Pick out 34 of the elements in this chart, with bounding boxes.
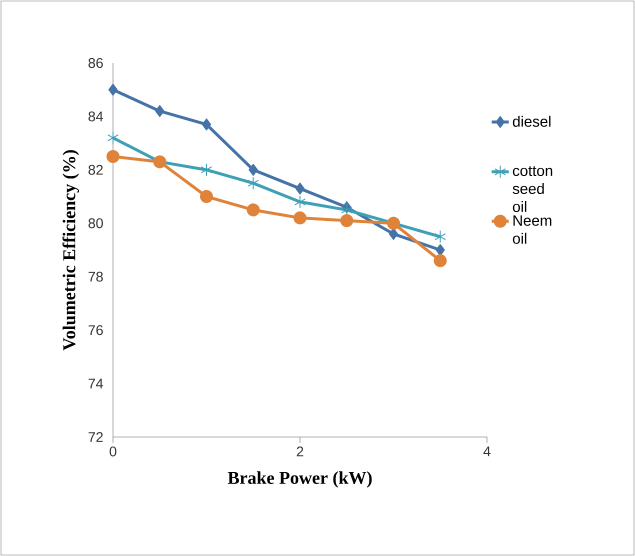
legend-label: Neem oil — [512, 215, 552, 244]
point — [248, 164, 258, 176]
legend-label: cotton seed oil — [512, 166, 552, 212]
point — [295, 182, 305, 195]
x-tick-label: 2 — [296, 446, 304, 456]
y-tick-label: 80 — [88, 218, 103, 228]
x-tick-label: 4 — [483, 446, 490, 456]
point — [248, 176, 259, 190]
y-axis-title: Volumetric Efficiency (%) — [62, 150, 80, 350]
x-axis-title: Brake Power (kW) — [228, 471, 372, 488]
point — [294, 195, 306, 208]
point — [340, 214, 354, 228]
point — [106, 150, 120, 163]
y-tick-label: 78 — [88, 272, 103, 282]
y-tick-label: 84 — [88, 111, 104, 122]
point — [108, 84, 118, 96]
point — [434, 254, 447, 268]
point — [200, 190, 213, 204]
x-tick-label: 0 — [110, 446, 116, 456]
point — [202, 118, 212, 130]
point — [341, 203, 352, 216]
point — [107, 131, 119, 144]
y-tick-label: 82 — [88, 164, 103, 175]
point — [436, 244, 445, 256]
point — [200, 163, 212, 176]
legend-label: diesel — [512, 116, 550, 127]
point — [246, 203, 260, 216]
y-tick-label: 86 — [88, 58, 103, 68]
y-tick-label: 74 — [88, 378, 104, 388]
y-tick-label: 76 — [88, 325, 103, 336]
y-tick-label: 72 — [88, 432, 103, 442]
point — [434, 230, 446, 244]
point — [155, 105, 164, 118]
point — [294, 211, 306, 224]
